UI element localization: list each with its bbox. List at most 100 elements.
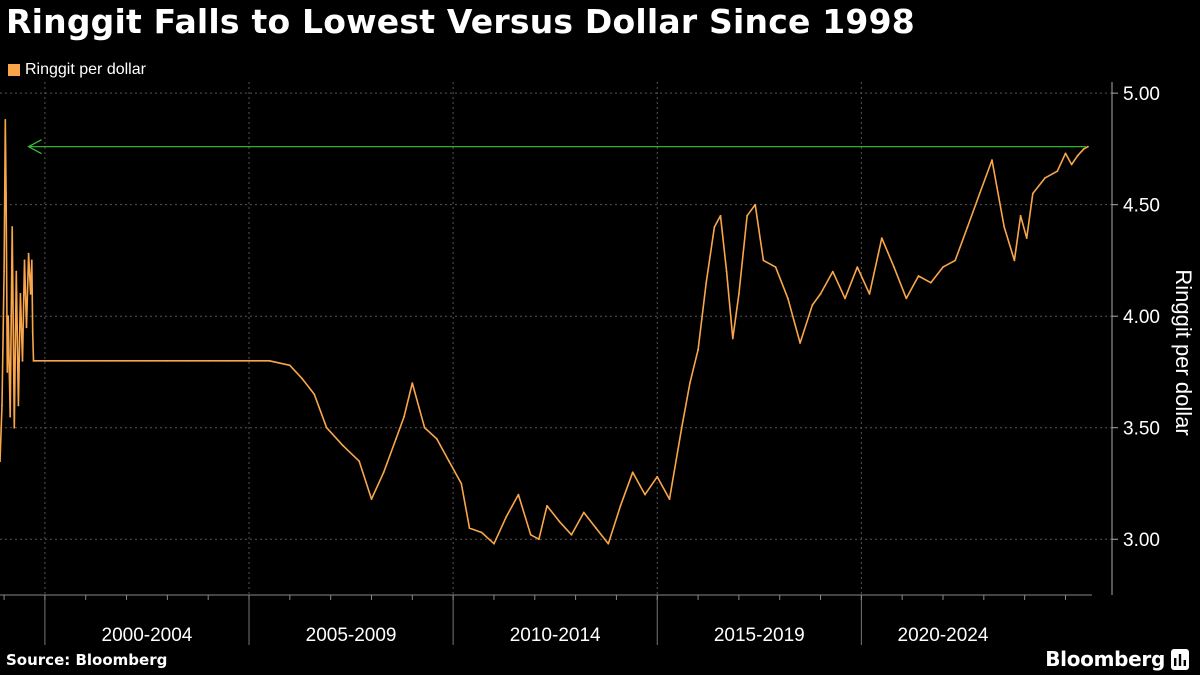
bloomberg-terminal-icon bbox=[1171, 648, 1189, 670]
legend-swatch bbox=[8, 64, 20, 76]
y-tick-label: 3.50 bbox=[1123, 419, 1160, 440]
data-point bbox=[84, 359, 87, 362]
data-point bbox=[382, 471, 385, 474]
data-point bbox=[644, 493, 646, 496]
data-point bbox=[248, 359, 250, 362]
data-point bbox=[880, 237, 883, 240]
data-point bbox=[64, 359, 67, 362]
data-point bbox=[435, 438, 438, 440]
data-point bbox=[844, 297, 846, 300]
x-period-label: 2000-2004 bbox=[102, 625, 193, 646]
x-period-label: 2015-2019 bbox=[714, 625, 805, 646]
data-point bbox=[1003, 226, 1006, 228]
data-point bbox=[493, 542, 495, 545]
data-point bbox=[954, 259, 957, 262]
data-point bbox=[1044, 177, 1046, 179]
data-point bbox=[358, 460, 361, 463]
data-point bbox=[166, 359, 169, 362]
legend: Ringgit per dollar bbox=[8, 61, 146, 79]
data-point bbox=[7, 315, 10, 318]
data-point bbox=[1025, 237, 1028, 240]
data-point bbox=[370, 498, 373, 500]
data-point bbox=[5, 192, 7, 195]
data-point bbox=[268, 359, 271, 362]
grid-layer bbox=[0, 82, 1112, 595]
data-point bbox=[448, 460, 450, 463]
data-point bbox=[529, 533, 532, 536]
data-point bbox=[538, 538, 540, 541]
data-point bbox=[33, 359, 36, 362]
data-point bbox=[1082, 148, 1085, 150]
data-point bbox=[6, 371, 9, 373]
data-point bbox=[689, 382, 691, 384]
brand-logo: Bloomberg bbox=[1045, 647, 1189, 671]
data-point bbox=[738, 293, 740, 295]
data-point bbox=[325, 426, 328, 429]
data-point bbox=[313, 393, 316, 396]
data-point bbox=[1087, 145, 1089, 148]
data-point bbox=[15, 270, 18, 273]
data-point bbox=[1, 404, 3, 407]
annotation-layer bbox=[27, 139, 1086, 155]
data-point bbox=[395, 438, 397, 440]
data-point bbox=[0, 460, 1, 463]
data-point bbox=[705, 281, 708, 284]
data-point bbox=[288, 364, 291, 367]
data-point bbox=[146, 359, 148, 362]
data-point bbox=[301, 377, 303, 380]
data-point bbox=[991, 159, 993, 162]
data-point bbox=[631, 471, 634, 474]
data-point bbox=[799, 342, 801, 344]
data-point bbox=[929, 281, 932, 284]
data-point bbox=[411, 382, 414, 384]
data-point bbox=[607, 542, 610, 545]
data-point bbox=[697, 348, 699, 351]
data-point bbox=[787, 297, 789, 300]
data-point bbox=[668, 498, 671, 500]
data-point bbox=[966, 226, 969, 228]
data-point bbox=[731, 337, 734, 340]
y-tick-label: 4.00 bbox=[1123, 307, 1160, 328]
data-point bbox=[868, 293, 871, 295]
data-point bbox=[105, 359, 107, 362]
data-point bbox=[582, 511, 585, 514]
data-point bbox=[23, 259, 26, 262]
data-point bbox=[754, 203, 757, 206]
source-note: Source: Bloomberg bbox=[6, 651, 168, 669]
data-point bbox=[905, 297, 908, 300]
data-point bbox=[1019, 214, 1022, 217]
y-axis-title: Ringgit per dollar bbox=[1171, 269, 1196, 435]
data-point bbox=[186, 359, 189, 362]
data-point bbox=[1070, 163, 1073, 166]
data-point bbox=[1076, 154, 1079, 157]
chart-title: Ringgit Falls to Lowest Versus Dollar Si… bbox=[6, 2, 915, 41]
data-point bbox=[403, 415, 405, 418]
data-point bbox=[1056, 170, 1059, 173]
data-point bbox=[27, 252, 30, 255]
data-point bbox=[893, 266, 895, 268]
data-point bbox=[558, 520, 561, 523]
data-point bbox=[819, 293, 822, 295]
data-point bbox=[29, 293, 32, 295]
data-point bbox=[1013, 259, 1016, 262]
data-point bbox=[468, 527, 471, 529]
data-point bbox=[978, 192, 981, 195]
data-point bbox=[11, 226, 14, 228]
data-point bbox=[725, 270, 728, 273]
data-point bbox=[342, 444, 344, 447]
data-point bbox=[25, 326, 28, 329]
x-period-label: 2020-2024 bbox=[898, 625, 989, 646]
data-point bbox=[746, 214, 748, 217]
data-point bbox=[762, 259, 765, 262]
data-point bbox=[942, 266, 944, 268]
y-tick-label: 4.50 bbox=[1123, 196, 1160, 217]
y-tick-label: 3.00 bbox=[1123, 530, 1160, 551]
data-point bbox=[227, 359, 230, 362]
data-point bbox=[13, 426, 16, 429]
data-point bbox=[125, 359, 128, 362]
data-point bbox=[713, 226, 716, 228]
data-point bbox=[480, 531, 483, 534]
data-point bbox=[1064, 152, 1067, 155]
brand-wordmark: Bloomberg bbox=[1045, 647, 1165, 671]
